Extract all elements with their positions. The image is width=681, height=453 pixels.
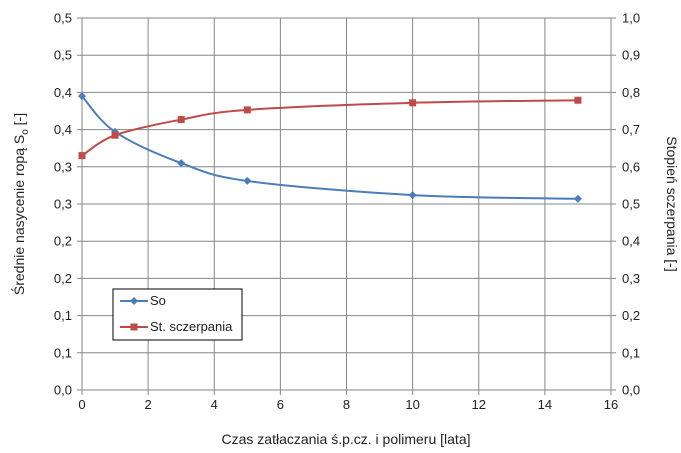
y-right-axis-title: Stopień sczerpania [-] <box>664 136 680 271</box>
data-point-st-sczerpania <box>409 99 417 107</box>
data-point-so <box>573 194 582 203</box>
data-point-so <box>408 191 417 200</box>
series-layer <box>78 92 582 203</box>
x-tick-label: 16 <box>604 397 618 412</box>
data-point-st-sczerpania <box>574 96 582 104</box>
y-right-tick-label: 0,4 <box>622 234 640 249</box>
x-axis-title: Czas zatłaczania ś.p.cz. i polimeru [lat… <box>222 431 471 447</box>
x-tick-label: 0 <box>78 397 85 412</box>
y-right-tick-label: 0,1 <box>622 345 640 360</box>
legend-label-sczerpania: St. sczerpania <box>150 319 233 334</box>
y-right-tick-label: 0,5 <box>622 197 640 212</box>
y-right-tick-label: 0,9 <box>622 48 640 63</box>
y-right-tick-label: 0,8 <box>622 85 640 100</box>
legend: So St. sczerpania <box>112 288 243 341</box>
y-left-tick-label: 0,2 <box>54 234 72 249</box>
y-right-tick-label: 0,7 <box>622 122 640 137</box>
x-tick-label: 12 <box>472 397 486 412</box>
y-left-tick-label: 0,3 <box>54 159 72 174</box>
x-tick-label: 6 <box>277 397 284 412</box>
data-point-so <box>243 176 252 185</box>
y-left-tick-label: 0,1 <box>54 345 72 360</box>
y-left-tick-label: 0,1 <box>54 308 72 323</box>
x-tick-label: 8 <box>343 397 350 412</box>
data-point-so <box>177 159 186 168</box>
y-left-tick-label: 0,5 <box>54 11 72 26</box>
y-left-tick-label: 0,4 <box>54 85 72 100</box>
y-left-axis-ticks: 0,0 0,1 0,1 0,2 0,2 0,3 0,3 0,4 0,4 0,5 0,5 <box>54 11 82 398</box>
y-left-axis-title: Średnie nasycenie ropą So [-] <box>10 113 31 295</box>
y-right-tick-label: 0,3 <box>622 271 640 286</box>
legend-label-so: So <box>150 293 166 308</box>
y-right-tick-label: 0,6 <box>622 159 640 174</box>
y-left-tick-label: 0,2 <box>54 271 72 286</box>
y-right-tick-label: 0,2 <box>622 308 640 323</box>
data-point-st-sczerpania <box>78 152 86 160</box>
x-tick-label: 14 <box>538 397 552 412</box>
data-point-so <box>78 92 86 101</box>
data-point-st-sczerpania <box>177 116 185 124</box>
y-left-tick-label: 0,0 <box>54 383 72 398</box>
y-right-tick-label: 1,0 <box>622 11 640 26</box>
x-axis-ticks: 0 2 4 6 8 10 12 14 16 <box>78 390 618 412</box>
y-left-tick-label: 0,4 <box>54 122 72 137</box>
x-tick-label: 2 <box>145 397 152 412</box>
data-point-st-sczerpania <box>243 106 251 114</box>
x-tick-label: 4 <box>211 397 218 412</box>
data-point-st-sczerpania <box>111 131 119 139</box>
x-tick-label: 10 <box>405 397 419 412</box>
y-right-axis-ticks: 0,0 0,1 0,2 0,3 0,4 0,5 0,6 0,7 0,8 0,9 1,0 <box>611 11 640 398</box>
legend-swatch-sczerpania-marker <box>130 323 138 331</box>
y-left-axis-subscript: o <box>20 129 31 135</box>
y-left-tick-label: 0,3 <box>54 197 72 212</box>
y-left-tick-label: 0,5 <box>54 48 72 63</box>
y-right-tick-label: 0,0 <box>622 383 640 398</box>
legend-swatch-so-marker <box>130 297 138 305</box>
